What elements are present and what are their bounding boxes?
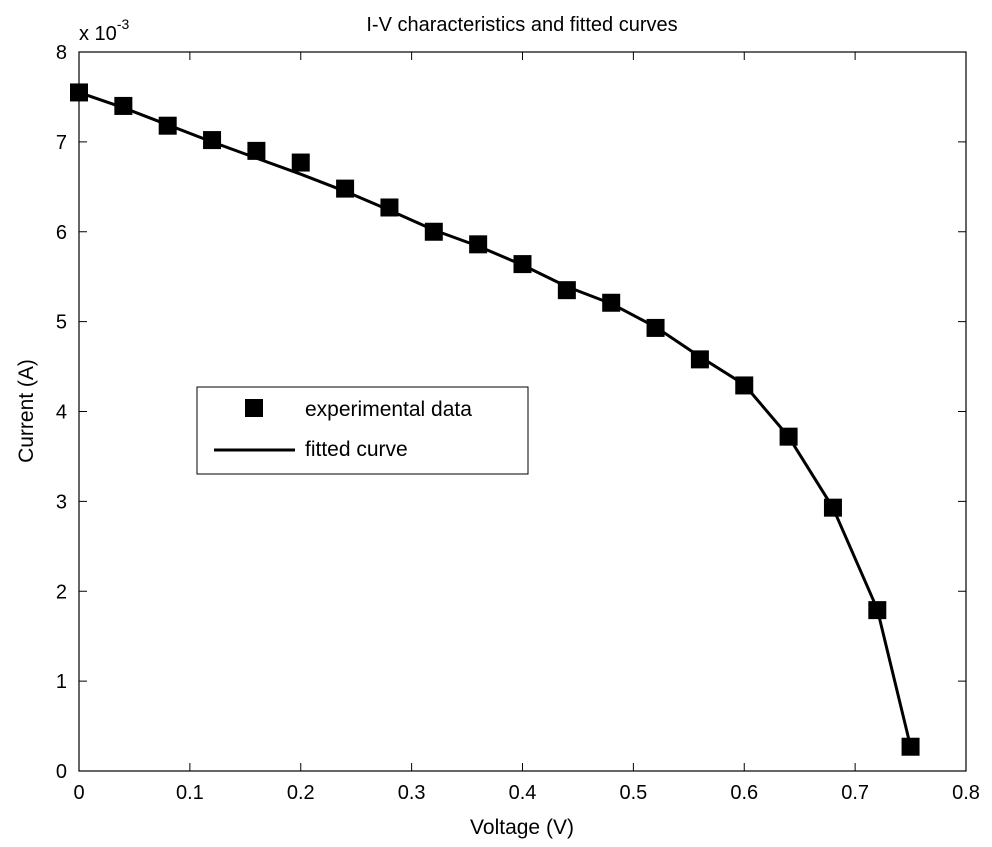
x-tick-label: 0.6: [730, 782, 758, 804]
y-axis-label: Current (A): [15, 359, 38, 463]
x-tick-label: 0: [73, 782, 84, 804]
chart-title: I-V characteristics and fitted curves: [366, 14, 677, 36]
data-point-marker: [203, 131, 222, 150]
y-multiplier-exponent: -3: [117, 16, 130, 32]
x-tick-label: 0.3: [398, 782, 426, 804]
y-tick-label: 2: [56, 581, 67, 603]
data-point-marker: [602, 293, 621, 312]
legend-label-experimental-data: experimental data: [305, 398, 472, 421]
x-tick-label: 0.8: [952, 782, 980, 804]
data-point-marker: [114, 96, 133, 115]
x-tick-label: 0.2: [287, 782, 315, 804]
data-point-marker: [868, 601, 887, 620]
data-point-marker: [823, 498, 842, 517]
data-point-marker: [735, 376, 754, 395]
data-point-marker: [424, 222, 443, 241]
y-tick-label: 6: [56, 222, 67, 244]
data-point-marker: [513, 255, 532, 274]
x-axis-label: Voltage (V): [470, 816, 574, 839]
data-point-marker: [469, 235, 488, 254]
axis-ticks: [78, 51, 967, 772]
data-point-marker: [557, 281, 576, 300]
tick-labels: 0 0.1 0.2 0.3 0.4 0.5 0.6 0.7 0.8 0 1 2 3 4 5 6 7 8: [56, 42, 980, 804]
data-point-marker: [247, 141, 266, 160]
y-tick-label: 8: [56, 42, 67, 64]
y-tick-label: 5: [56, 312, 67, 334]
y-multiplier-base: x 10: [79, 23, 117, 45]
data-point-marker: [158, 116, 177, 135]
x-tick-label: 0.5: [619, 782, 647, 804]
data-point-marker: [380, 198, 399, 217]
x-tick-label: 0.1: [176, 782, 204, 804]
legend-label-fitted-curve: fitted curve: [305, 438, 408, 461]
y-tick-label: 1: [56, 671, 67, 693]
data-point-marker: [336, 179, 355, 198]
legend-marker-experimental-data: [245, 399, 263, 417]
data-point-marker: [291, 153, 310, 172]
legend: experimental data fitted curve: [196, 386, 529, 475]
data-point-marker: [779, 427, 798, 446]
x-tick-label: 0.4: [509, 782, 537, 804]
y-tick-label: 7: [56, 132, 67, 154]
data-point-marker: [646, 318, 665, 337]
y-multiplier: x 10-3: [79, 16, 129, 45]
data-point-marker: [690, 350, 709, 369]
series-layer: [70, 83, 920, 756]
x-tick-label: 0.7: [841, 782, 869, 804]
y-tick-label: 3: [56, 491, 67, 513]
y-tick-label: 4: [56, 402, 67, 424]
data-point-marker: [70, 83, 88, 102]
y-tick-label: 0: [56, 761, 67, 783]
data-point-marker: [901, 737, 920, 756]
